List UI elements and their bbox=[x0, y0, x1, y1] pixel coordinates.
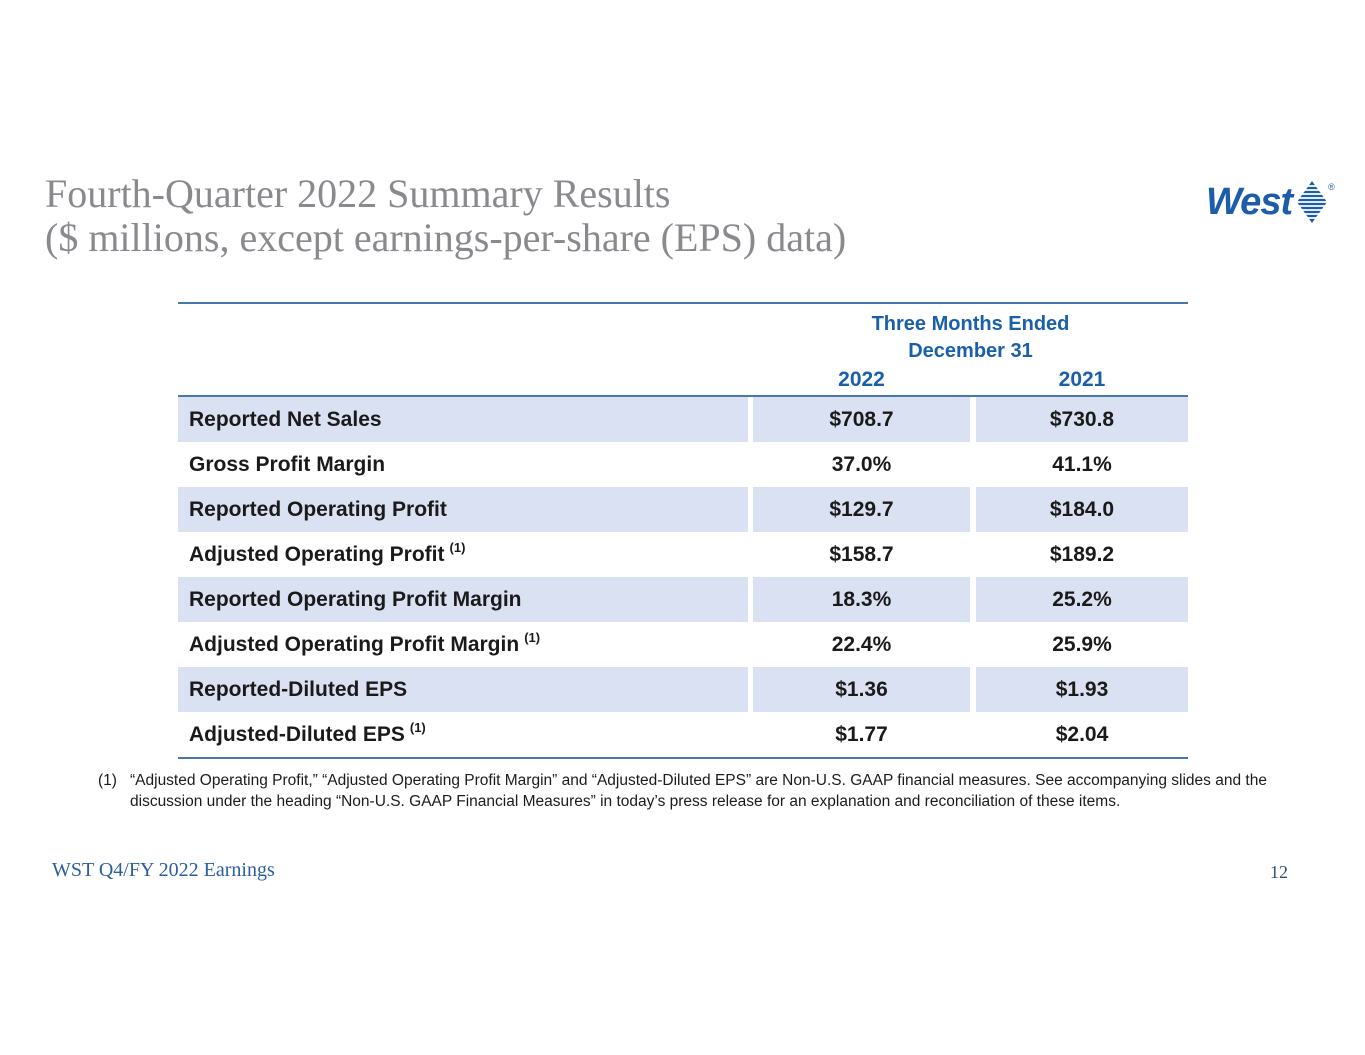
column-gap bbox=[748, 487, 753, 532]
west-logo: West ® bbox=[1206, 180, 1335, 224]
column-gap bbox=[970, 667, 976, 712]
value-2022: $129.7 bbox=[753, 487, 970, 532]
row-label: Gross Profit Margin bbox=[189, 452, 386, 476]
column-gap bbox=[970, 532, 976, 577]
slide-title-line1: Fourth-Quarter 2022 Summary Results bbox=[45, 171, 671, 216]
header-period-line2: December 31 bbox=[908, 340, 1033, 362]
column-gap bbox=[748, 712, 753, 757]
column-header-2021: 2021 bbox=[1058, 368, 1106, 391]
table-header: Three Months Ended December 31 2022 2021 bbox=[178, 304, 1188, 395]
column-gap bbox=[970, 442, 976, 487]
footnote: (1) “Adjusted Operating Profit,” “Adjust… bbox=[98, 771, 1280, 812]
value-2022: $158.7 bbox=[829, 542, 894, 566]
table-rows: Reported Net Sales $708.7 $730.8 Gross Prof… bbox=[178, 395, 1188, 759]
column-gap bbox=[970, 712, 976, 757]
column-gap bbox=[748, 442, 753, 487]
footnote-reference: (1) bbox=[449, 540, 466, 555]
row-label: Adjusted Operating Profit Margin (1) bbox=[189, 630, 541, 656]
table-row: Adjusted Operating Profit (1) $158.7 $189.2 bbox=[178, 532, 1188, 577]
value-2022: 22.4% bbox=[831, 632, 892, 656]
table-row: Adjusted Operating Profit Margin (1) 22.4%… bbox=[178, 622, 1188, 667]
value-2022: 37.0% bbox=[831, 452, 892, 476]
table-row: Reported Net Sales $708.7 $730.8 bbox=[178, 397, 1188, 442]
table-row: Gross Profit Margin 37.0% 41.1% bbox=[178, 442, 1188, 487]
west-logo-text: West bbox=[1206, 180, 1293, 223]
header-period-line1: Three Months Ended bbox=[871, 313, 1070, 335]
value-2022: $708.7 bbox=[753, 397, 970, 442]
slide-title-line2: ($ millions, except earnings-per-share (… bbox=[45, 215, 847, 260]
table-row: Reported-Diluted EPS $1.36 $1.93 bbox=[178, 667, 1188, 712]
west-logo-diamond-icon bbox=[1296, 181, 1329, 223]
value-2021: $730.8 bbox=[976, 397, 1188, 442]
value-2021: $189.2 bbox=[1049, 542, 1115, 566]
table-header-group: Three Months Ended December 31 bbox=[753, 311, 1188, 365]
page-number: 12 bbox=[1270, 862, 1288, 882]
table-row: Adjusted-Diluted EPS (1) $1.77 $2.04 bbox=[178, 712, 1188, 757]
footer-presentation-name: WST Q4/FY 2022 Earnings bbox=[52, 859, 275, 881]
value-2022: 18.3% bbox=[753, 577, 970, 622]
column-gap bbox=[748, 577, 753, 622]
footnote-text: “Adjusted Operating Profit,” “Adjusted O… bbox=[130, 772, 1267, 810]
row-label: Reported-Diluted EPS bbox=[178, 667, 748, 712]
row-label: Adjusted-Diluted EPS (1) bbox=[189, 720, 426, 746]
row-label: Reported Operating Profit bbox=[178, 487, 748, 532]
column-gap bbox=[970, 622, 976, 667]
column-gap bbox=[970, 577, 976, 622]
row-label: Reported Operating Profit Margin bbox=[178, 577, 748, 622]
value-2022: $1.77 bbox=[835, 722, 888, 746]
table-row: Reported Operating Profit Margin 18.3% 25.… bbox=[178, 577, 1188, 622]
column-gap bbox=[748, 532, 753, 577]
footnote-marker: (1) bbox=[98, 772, 117, 789]
table-row: Reported Operating Profit $129.7 $184.0 bbox=[178, 487, 1188, 532]
column-gap bbox=[748, 667, 753, 712]
value-2021: $1.93 bbox=[976, 667, 1188, 712]
column-header-2022: 2022 bbox=[838, 368, 885, 391]
column-gap bbox=[748, 622, 753, 667]
value-2021: 25.2% bbox=[976, 577, 1188, 622]
column-gap bbox=[748, 397, 753, 442]
summary-results-table: Three Months Ended December 31 2022 2021… bbox=[178, 302, 1188, 759]
value-2022: $1.36 bbox=[753, 667, 970, 712]
footnote-reference: (1) bbox=[409, 720, 426, 735]
table-year-row: 2022 2021 bbox=[178, 368, 1188, 392]
footnote-reference: (1) bbox=[524, 630, 541, 645]
value-2021: 41.1% bbox=[1052, 452, 1112, 476]
column-gap bbox=[970, 397, 976, 442]
registered-trademark-icon: ® bbox=[1328, 182, 1335, 192]
value-2021: $2.04 bbox=[1055, 722, 1109, 746]
value-2021: 25.9% bbox=[1052, 632, 1112, 656]
row-label: Adjusted Operating Profit (1) bbox=[189, 540, 466, 566]
row-label: Reported Net Sales bbox=[178, 397, 748, 442]
slide-title: Fourth-Quarter 2022 Summary Results ($ m… bbox=[45, 172, 846, 260]
column-gap bbox=[970, 487, 976, 532]
value-2021: $184.0 bbox=[976, 487, 1188, 532]
